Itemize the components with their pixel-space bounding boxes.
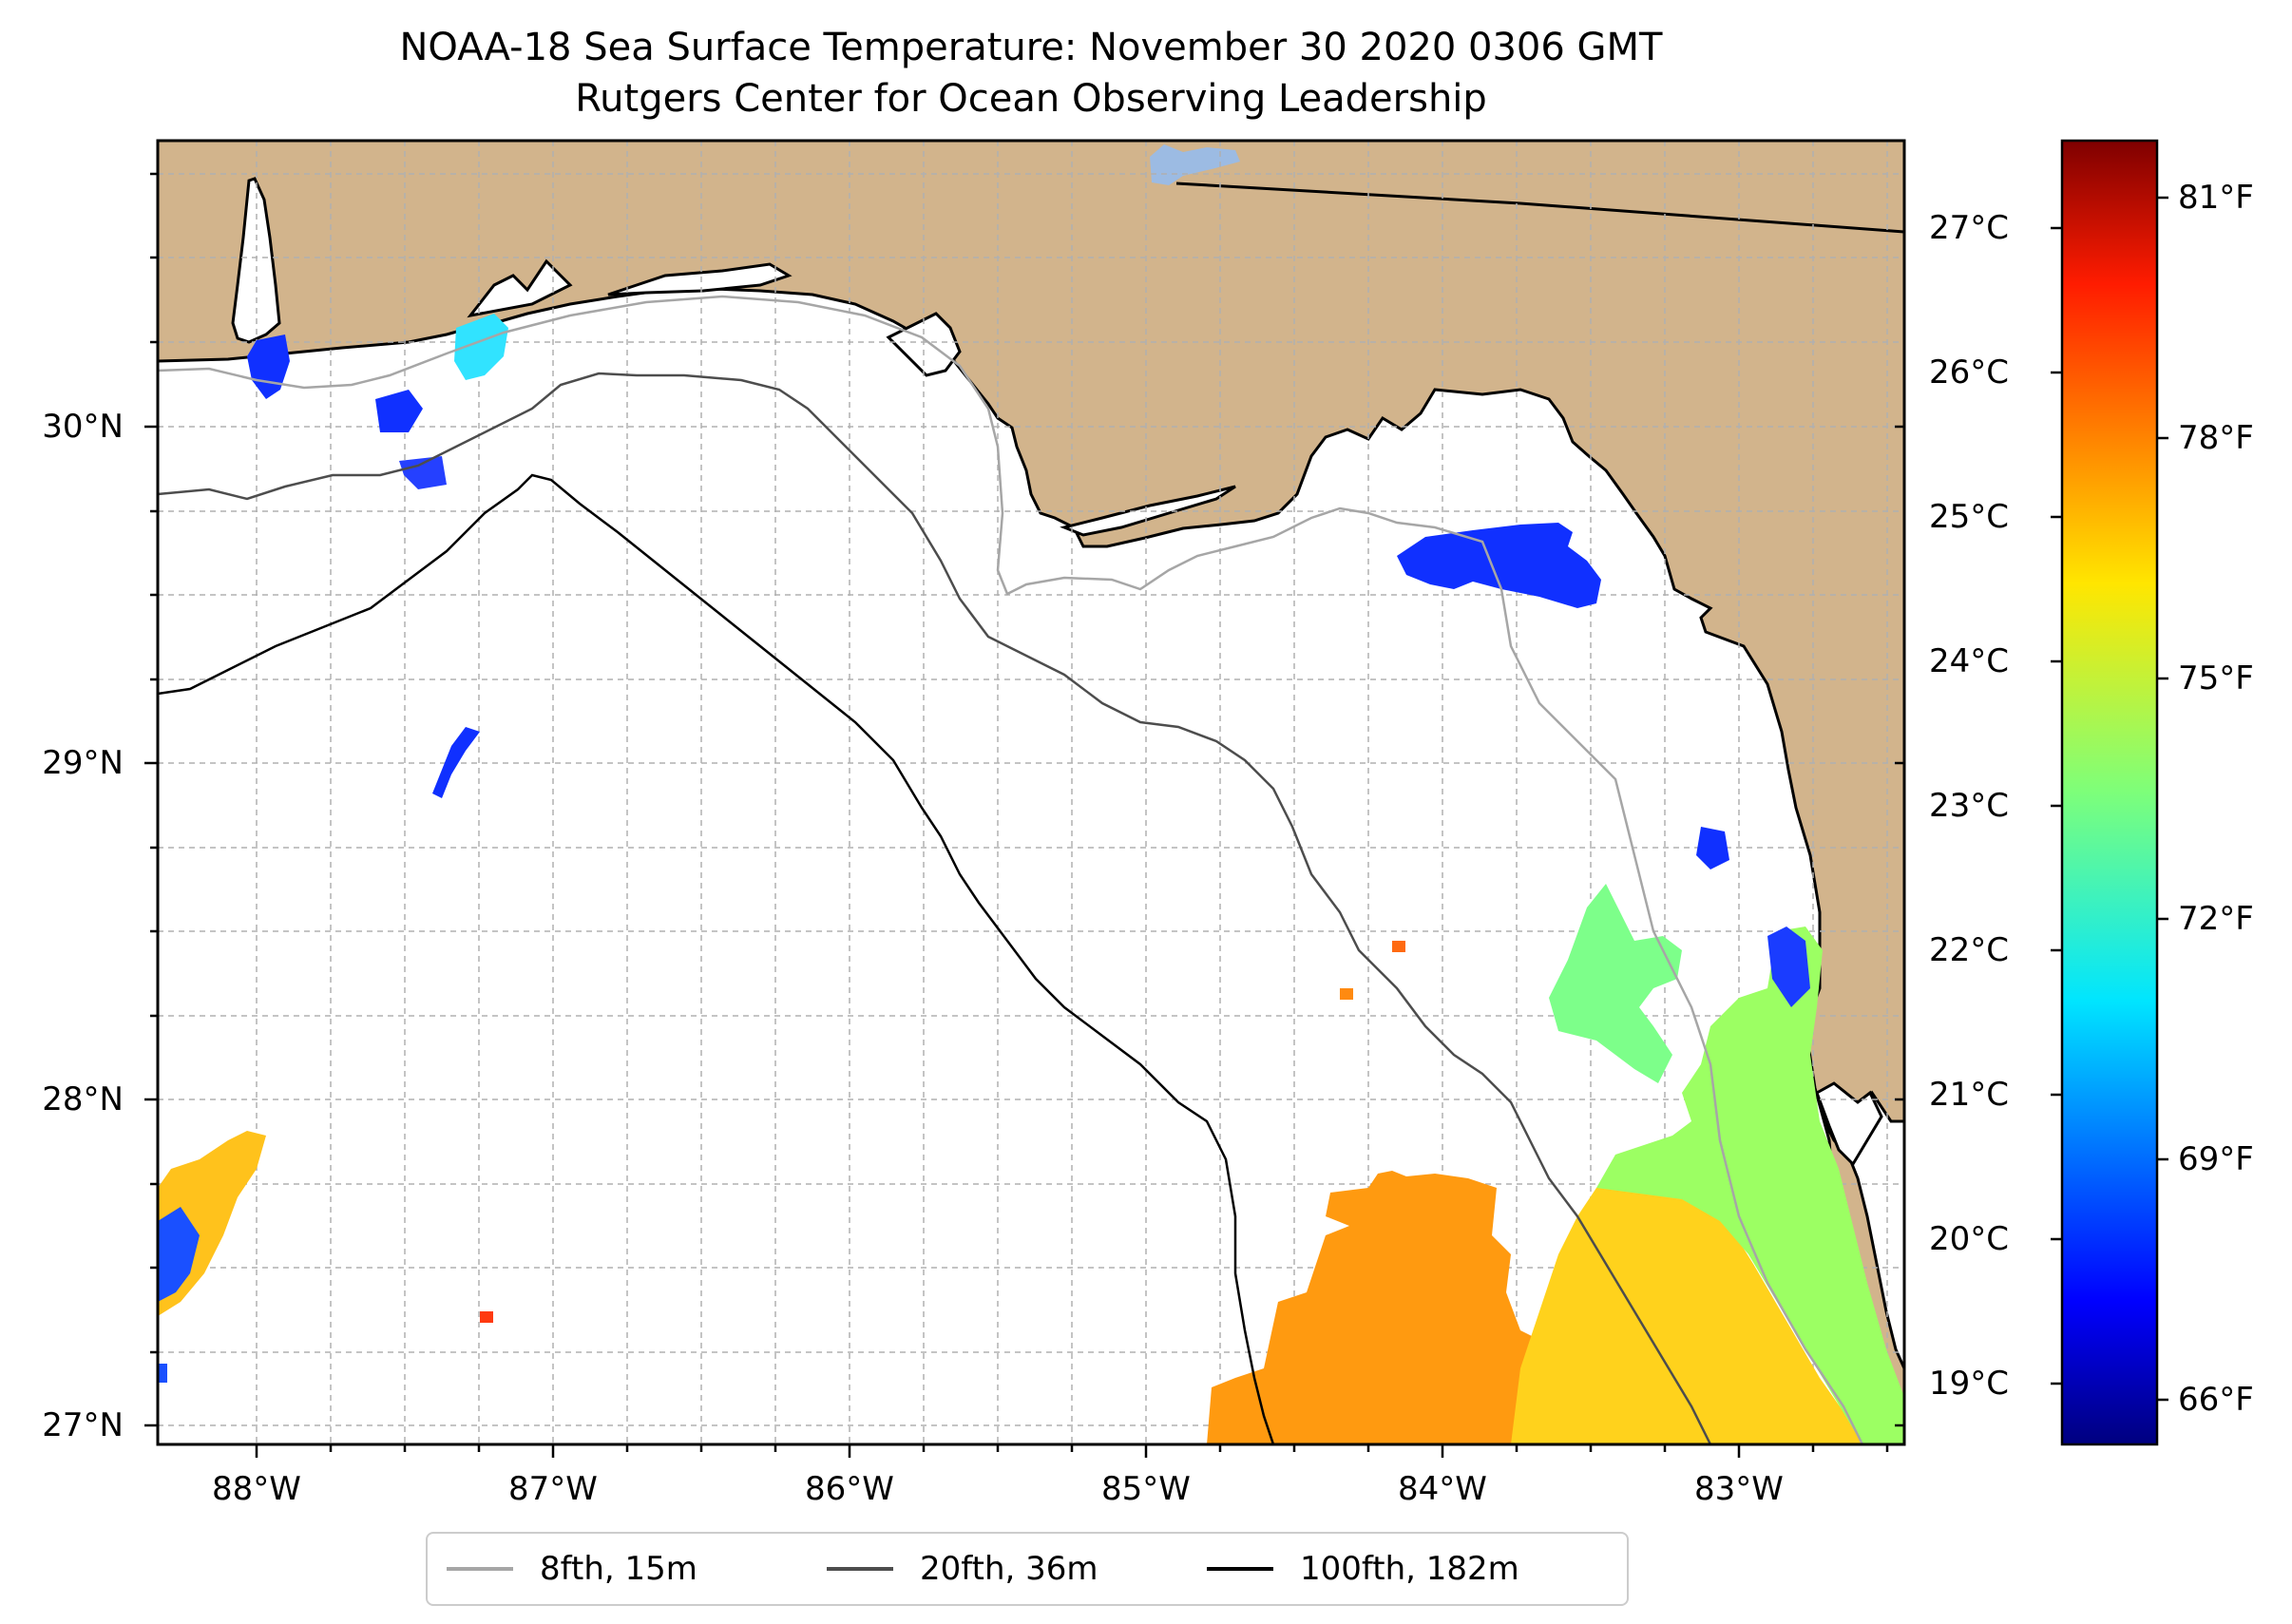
colorbar-celsius-label: 21°C (1929, 1076, 2010, 1114)
isobath-8fth (158, 295, 1864, 1444)
colorbar-fahrenheit-label: 66°F (2178, 1381, 2254, 1419)
lon-tick-label: 84°W (1398, 1470, 1487, 1508)
isobath-20fth (158, 372, 1712, 1444)
sst-patch-blue-west2 (375, 390, 423, 432)
legend-swatch (447, 1567, 513, 1571)
isobath-legend: 8fth, 15m 20fth, 36m 100fth, 182m (426, 1532, 1629, 1606)
colorbar-fahrenheit-label: 75°F (2178, 659, 2254, 697)
colorbar-celsius-label: 19°C (1929, 1365, 2010, 1403)
map-title: NOAA-18 Sea Surface Temperature: Novembe… (399, 26, 1663, 69)
axis-ticks (144, 172, 1904, 1458)
lon-tick-label: 85°W (1101, 1470, 1191, 1508)
lon-tick-label: 86°W (805, 1470, 894, 1508)
sst-patch-green-coast (1596, 927, 1904, 1444)
colorbar-fahrenheit-label: 81°F (2178, 179, 2254, 217)
sst-patch-yellow (1511, 1178, 1862, 1444)
legend-label: 100fth, 182m (1300, 1550, 1519, 1588)
state-boundary (1175, 182, 1904, 234)
sst-patch-warm (1207, 1171, 1577, 1444)
colorbar-celsius-label: 27°C (1929, 209, 2010, 247)
sst-patch-green-mid (1549, 884, 1682, 1083)
land-mass (158, 141, 1904, 1444)
colorbar-celsius-label: 25°C (1929, 498, 2010, 536)
sst-patch-blue-coast2 (1696, 827, 1729, 869)
gridlines (158, 141, 1904, 1444)
lon-tick-label: 87°W (508, 1470, 598, 1508)
lat-tick-label: 28°N (42, 1080, 124, 1118)
legend-label: 20fth, 36m (920, 1550, 1098, 1588)
sst-speck-2 (1340, 988, 1353, 1000)
sst-observations (158, 314, 1904, 1444)
colorbar-ticks (2051, 196, 2168, 1402)
sst-speck-1 (480, 1311, 493, 1323)
sst-patch-cyan-west (454, 314, 508, 380)
sst-patch-blue-sw (158, 1207, 200, 1302)
lon-tick-label: 88°W (212, 1470, 301, 1508)
colorbar-celsius-label: 26°C (1929, 353, 2010, 392)
legend-label: 8fth, 15m (540, 1550, 697, 1588)
pensacola-bay (467, 258, 573, 318)
colorbar-celsius-label: 22°C (1929, 931, 2010, 969)
colorbar-celsius-label: 20°C (1929, 1220, 2010, 1258)
colorbar-celsius-label: 23°C (1929, 787, 2010, 825)
legend-item-20fth: 20fth, 36m (827, 1534, 1098, 1604)
sst-speck-4 (158, 1364, 167, 1383)
apalachicola-bay (1060, 485, 1236, 537)
sst-patch-blue-bigbend (1397, 523, 1601, 608)
isobath-100fth (158, 473, 1275, 1444)
sst-patch-blue-west3 (399, 456, 447, 489)
legend-item-8fth: 8fth, 15m (447, 1534, 697, 1604)
legend-swatch (827, 1567, 893, 1571)
map-frame (156, 139, 1906, 1446)
sst-patch-blue-streak (432, 727, 480, 798)
lake (1150, 144, 1240, 185)
legend-item-100fth: 100fth, 182m (1207, 1534, 1519, 1604)
lon-tick-label: 83°W (1694, 1470, 1784, 1508)
lat-tick-label: 27°N (42, 1406, 124, 1444)
lat-tick-label: 30°N (42, 408, 124, 446)
map-subtitle: Rutgers Center for Ocean Observing Leade… (575, 77, 1487, 121)
legend-swatch (1207, 1567, 1273, 1571)
sst-patch-blue-coast (1767, 927, 1810, 1007)
colorbar-celsius-label: 24°C (1929, 642, 2010, 680)
colorbar (2060, 139, 2159, 1446)
colorbar-fahrenheit-label: 72°F (2178, 900, 2254, 938)
colorbar-fahrenheit-label: 78°F (2178, 419, 2254, 457)
colorbar-fahrenheit-label: 69°F (2178, 1140, 2254, 1178)
sst-speck-3 (1392, 941, 1405, 952)
tampa-bay (1815, 1081, 1883, 1167)
choctawhatchee-bay (607, 262, 793, 296)
lat-tick-label: 29°N (42, 744, 124, 782)
